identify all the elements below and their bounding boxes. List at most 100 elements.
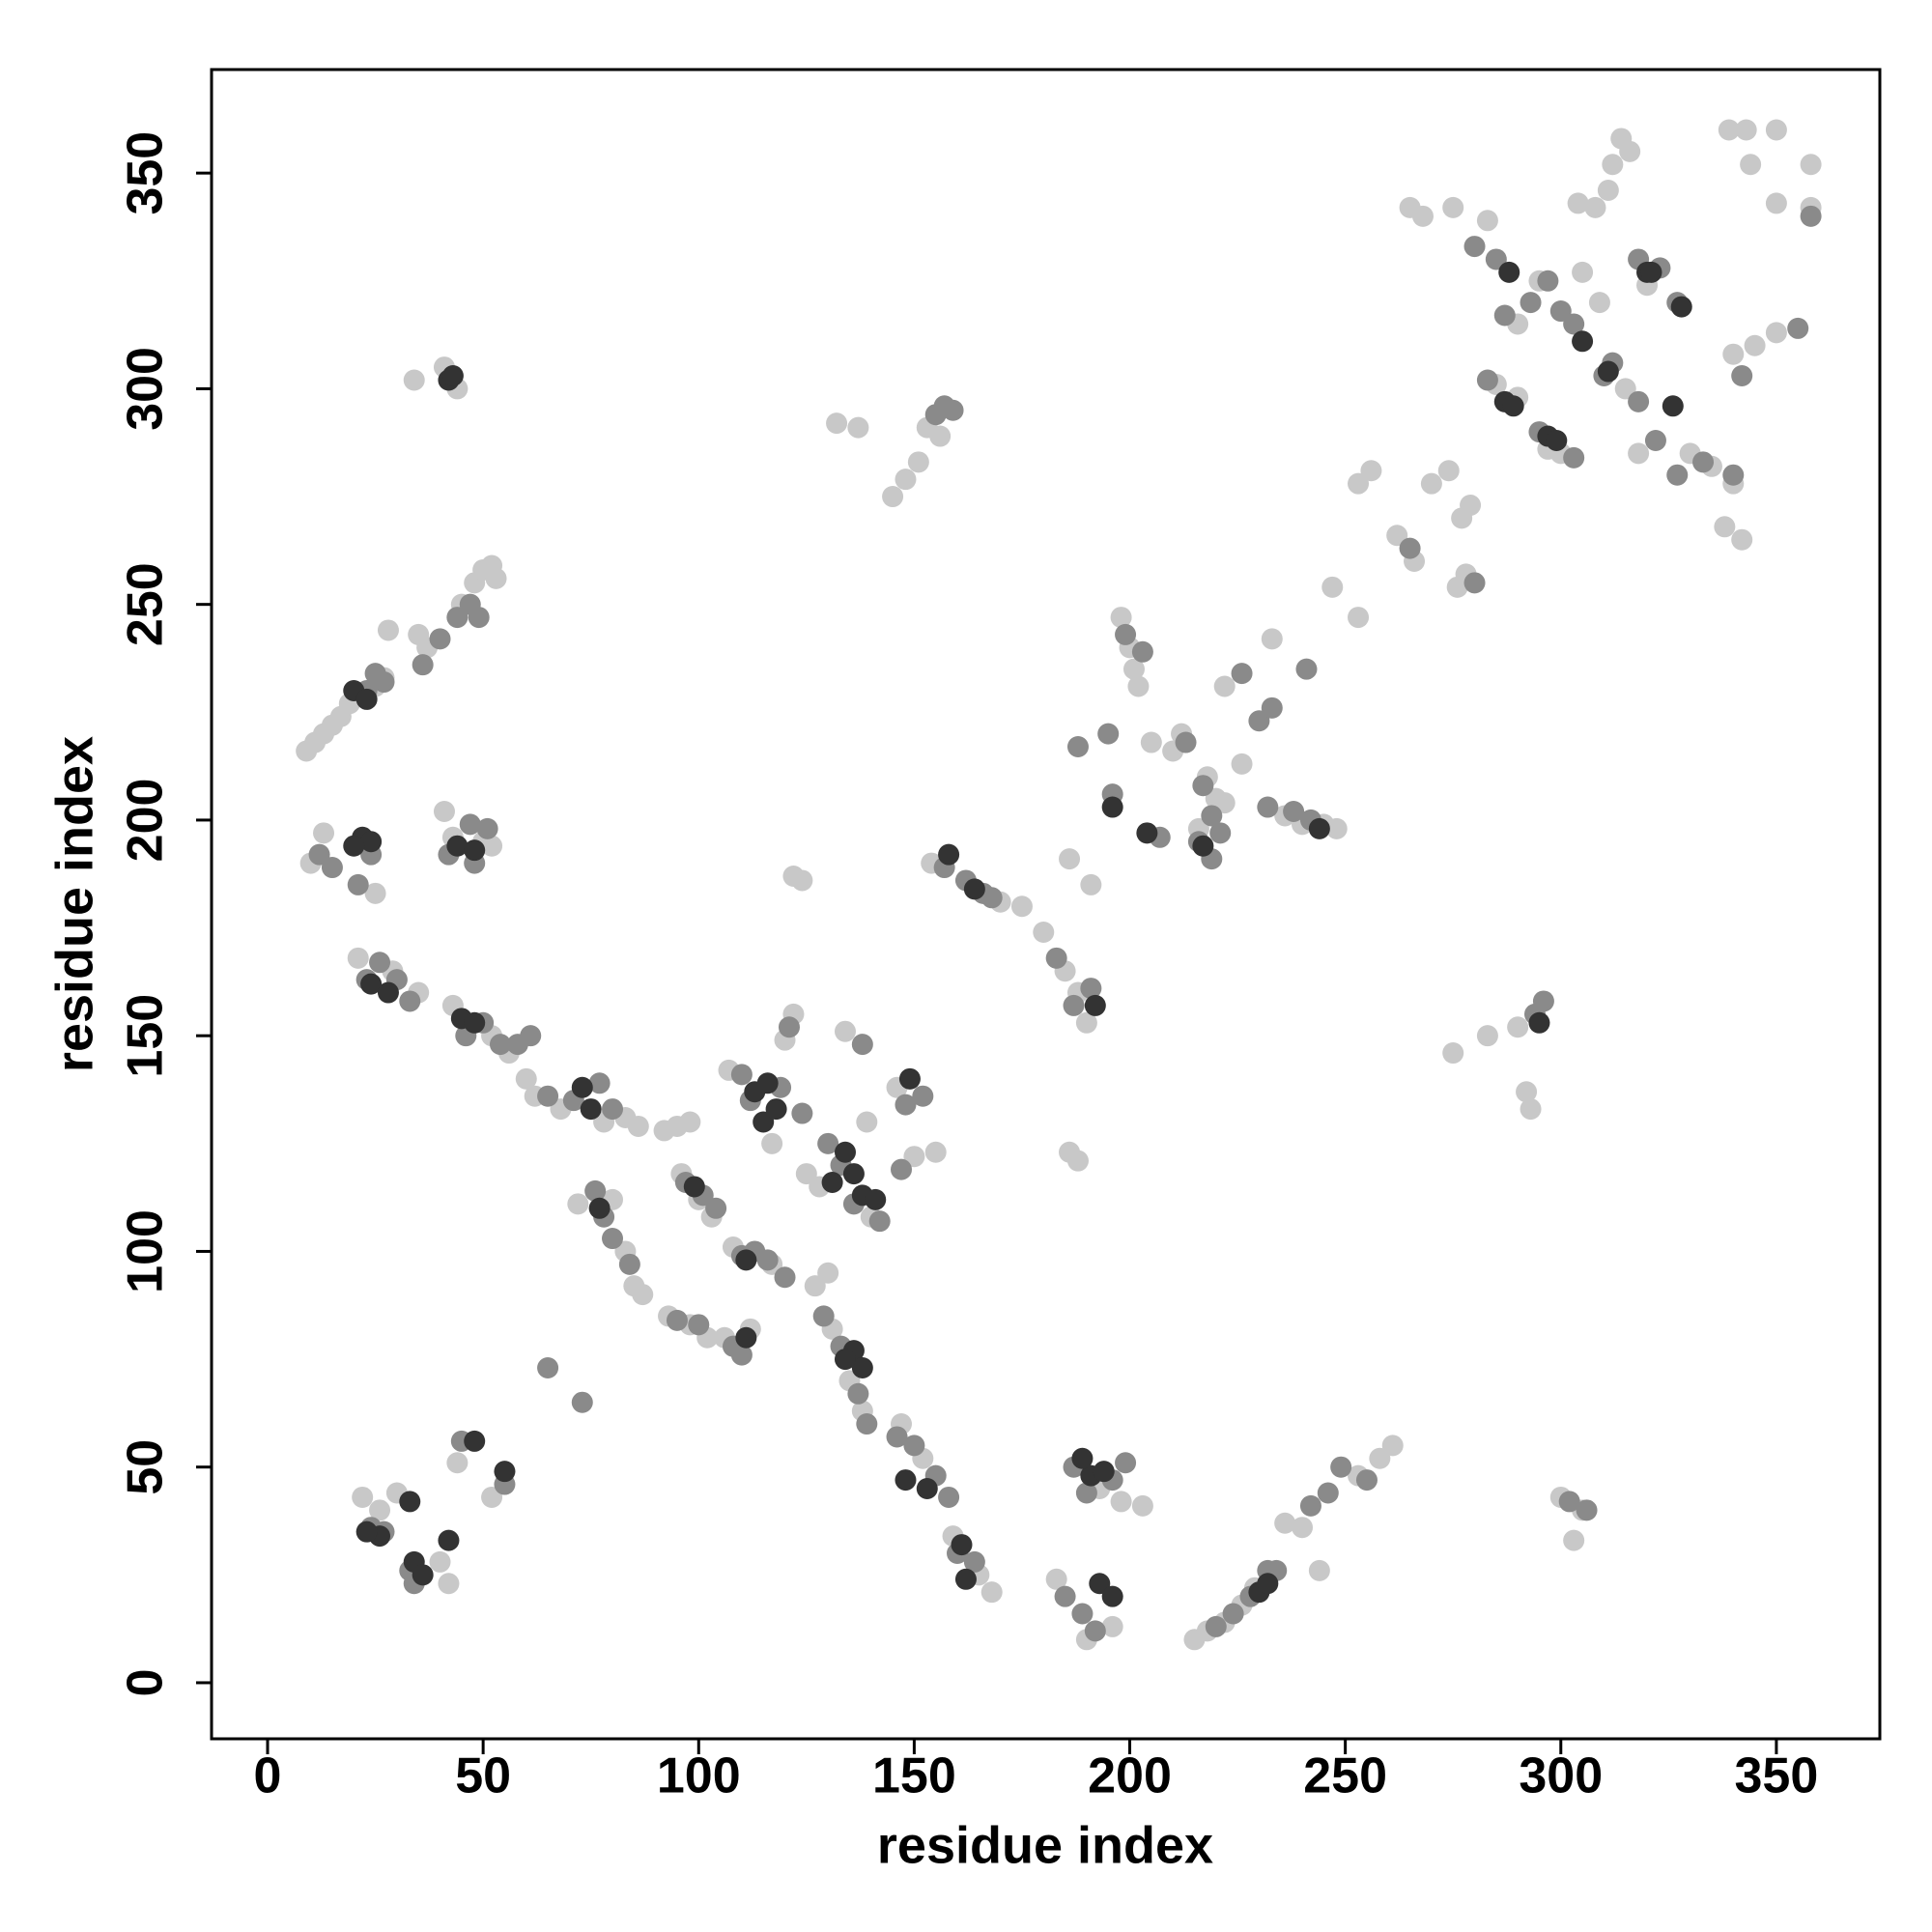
point: [1063, 994, 1085, 1016]
point: [1463, 572, 1486, 594]
point: [1084, 1620, 1106, 1642]
point: [817, 1262, 839, 1284]
point: [429, 628, 451, 650]
y-tick-label: 300: [118, 347, 174, 431]
point: [1308, 817, 1330, 839]
point: [1257, 1573, 1279, 1595]
point: [1640, 261, 1662, 283]
point: [347, 947, 369, 969]
point: [1348, 607, 1370, 629]
point: [567, 1193, 589, 1215]
point: [834, 1349, 856, 1371]
point: [399, 990, 421, 1012]
point: [313, 822, 335, 844]
point: [1731, 528, 1753, 551]
y-tick-label: 350: [118, 131, 174, 215]
point: [1420, 472, 1442, 495]
point: [1516, 1081, 1538, 1103]
point: [1101, 1585, 1123, 1607]
point: [895, 1094, 917, 1116]
point: [602, 1228, 624, 1250]
point: [1071, 1447, 1094, 1469]
point: [1075, 1011, 1097, 1034]
point: [1010, 895, 1033, 918]
point: [1735, 119, 1757, 141]
point: [1136, 822, 1158, 844]
point: [1572, 330, 1594, 353]
point: [1140, 731, 1162, 753]
point: [705, 1197, 727, 1219]
point: [537, 1085, 559, 1107]
point: [1666, 464, 1689, 486]
point: [1765, 322, 1787, 344]
point: [1205, 1615, 1227, 1637]
point: [1740, 154, 1762, 176]
point: [1231, 663, 1253, 685]
point: [1442, 196, 1464, 218]
point: [1093, 1461, 1115, 1483]
point: [1115, 623, 1137, 645]
point: [515, 1067, 537, 1090]
point: [1122, 658, 1145, 680]
x-tick-label: 100: [657, 1748, 741, 1804]
point: [438, 1529, 460, 1551]
y-tick-label: 150: [118, 994, 174, 1078]
point: [1528, 1011, 1550, 1034]
point: [842, 1163, 865, 1185]
point: [369, 1499, 391, 1521]
point: [347, 873, 369, 895]
point: [489, 1034, 511, 1056]
point: [929, 425, 952, 447]
point: [1718, 119, 1740, 141]
y-tick-label: 50: [118, 1439, 174, 1495]
point: [1360, 460, 1382, 482]
point: [1476, 1025, 1498, 1047]
point: [1485, 248, 1507, 270]
point: [1131, 640, 1153, 663]
point: [865, 1188, 887, 1210]
point: [826, 412, 848, 435]
point: [1045, 947, 1067, 969]
point: [1584, 196, 1606, 218]
point: [1201, 805, 1223, 827]
point: [834, 1020, 856, 1042]
point: [679, 1111, 701, 1133]
point: [1369, 1447, 1391, 1469]
point: [791, 1102, 813, 1124]
point: [352, 1486, 374, 1508]
point: [756, 1249, 779, 1271]
point: [1321, 576, 1344, 598]
point: [1209, 822, 1232, 844]
point: [1532, 990, 1554, 1012]
point: [1292, 1517, 1314, 1539]
point: [1054, 1585, 1076, 1607]
point: [895, 469, 917, 491]
point: [1442, 1042, 1464, 1065]
point: [1192, 775, 1214, 797]
point: [903, 1435, 925, 1457]
point: [851, 1034, 873, 1056]
point: [364, 882, 386, 904]
point: [1381, 1435, 1404, 1457]
point: [1460, 494, 1482, 516]
point: [1222, 1603, 1244, 1625]
point: [1502, 395, 1524, 417]
point: [735, 1249, 757, 1271]
point: [1463, 236, 1486, 258]
point: [886, 1426, 908, 1448]
point: [1205, 787, 1227, 810]
point: [1537, 270, 1559, 292]
point: [963, 878, 985, 900]
point: [765, 1098, 787, 1121]
point: [618, 1253, 640, 1275]
point: [1446, 576, 1468, 598]
point: [377, 981, 399, 1004]
point: [1722, 343, 1745, 365]
point: [916, 1478, 938, 1500]
point: [1411, 205, 1434, 227]
point: [1662, 395, 1684, 417]
point: [571, 1391, 593, 1413]
point: [429, 1550, 451, 1573]
point: [1692, 451, 1715, 473]
point: [571, 1076, 593, 1098]
